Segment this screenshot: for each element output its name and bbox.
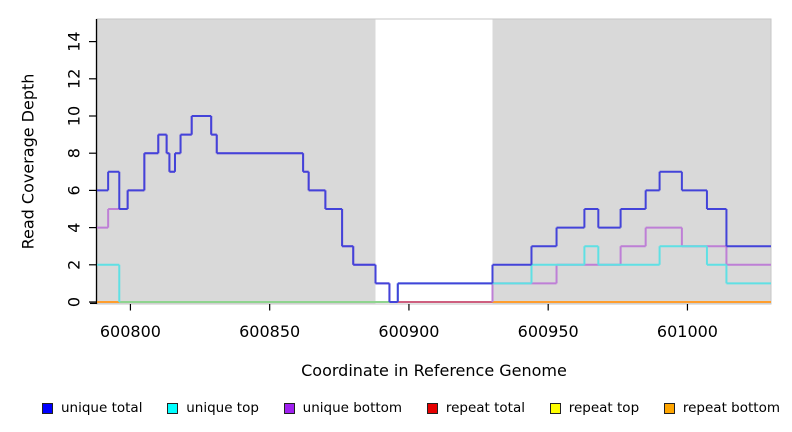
- plot-panel-layer: [96, 18, 772, 305]
- legend-item-unique-bottom: unique bottom: [283, 400, 403, 416]
- legend-label: unique top: [186, 400, 259, 416]
- x-tick-label: 600950: [518, 322, 579, 341]
- axis-layer: 0 2 4 6 8 10 12 14 600800 600850 600900 600950 60100…: [65, 19, 718, 341]
- y-tick-label: 10: [65, 106, 84, 126]
- legend-swatch-unique-bottom: [283, 402, 295, 414]
- y-tick-label: 14: [65, 31, 84, 51]
- legend-swatch-repeat-bottom: [663, 402, 675, 414]
- legend-swatch-unique-top: [167, 402, 179, 414]
- legend-label: repeat bottom: [682, 400, 780, 416]
- legend-item-repeat-top: repeat top: [549, 400, 640, 416]
- y-tick-label: 12: [65, 69, 84, 89]
- y-tick-label: 8: [65, 148, 84, 158]
- y-tick-label: 0: [65, 297, 84, 307]
- x-tick-label: 601000: [657, 322, 718, 341]
- legend-label: repeat total: [445, 400, 525, 416]
- data-series-layer: [97, 115, 771, 303]
- legend-swatch-repeat-top: [549, 402, 561, 414]
- series-line-unique-total: [97, 115, 771, 303]
- legend-label: unique bottom: [302, 400, 403, 416]
- gap-highlight-band: [375, 19, 493, 304]
- legend-label: unique total: [61, 400, 143, 416]
- legend-item-unique-total: unique total: [42, 400, 142, 416]
- legend-label: repeat top: [568, 400, 640, 416]
- y-tick-label: 2: [65, 260, 84, 270]
- legend-item-repeat-total: repeat total: [426, 400, 525, 416]
- y-axis-title: Read Coverage Depth: [19, 74, 38, 250]
- y-tick-label: 4: [65, 223, 84, 233]
- x-tick-label: 600850: [239, 322, 300, 341]
- x-tick-label: 600800: [100, 322, 161, 341]
- y-tick-label: 6: [65, 185, 84, 195]
- legend-swatch-repeat-total: [426, 402, 438, 414]
- x-tick-label: 600900: [378, 322, 439, 341]
- legend: unique total unique top unique bottom repea…: [42, 396, 780, 420]
- legend-item-repeat-bottom: repeat bottom: [663, 400, 780, 416]
- legend-swatch-unique-total: [42, 402, 53, 414]
- legend-item-unique-top: unique top: [167, 400, 259, 416]
- x-axis-title: Coordinate in Reference Genome: [301, 361, 567, 380]
